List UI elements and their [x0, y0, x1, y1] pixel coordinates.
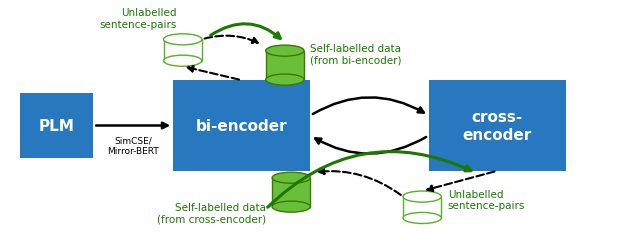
FancyBboxPatch shape [20, 93, 93, 159]
Polygon shape [403, 197, 442, 218]
Ellipse shape [403, 191, 442, 202]
Text: SimCSE/
Mirror-BERT: SimCSE/ Mirror-BERT [108, 136, 159, 155]
Text: bi-encoder: bi-encoder [196, 118, 287, 134]
Ellipse shape [164, 56, 202, 67]
Ellipse shape [403, 213, 442, 224]
Ellipse shape [266, 46, 304, 57]
Ellipse shape [266, 75, 304, 86]
Text: Unlabelled
sentence-pairs: Unlabelled sentence-pairs [99, 8, 176, 30]
Text: PLM: PLM [38, 118, 74, 134]
FancyBboxPatch shape [429, 81, 566, 171]
Polygon shape [164, 40, 202, 61]
Text: Self-labelled data
(from cross-encoder): Self-labelled data (from cross-encoder) [157, 202, 266, 223]
Polygon shape [266, 51, 304, 80]
Text: Unlabelled
sentence-pairs: Unlabelled sentence-pairs [448, 189, 525, 210]
Ellipse shape [272, 172, 310, 183]
FancyBboxPatch shape [173, 81, 310, 171]
Text: Self-labelled data
(from bi-encoder): Self-labelled data (from bi-encoder) [310, 43, 402, 65]
Polygon shape [272, 178, 310, 207]
Text: cross-
encoder: cross- encoder [463, 110, 532, 142]
Ellipse shape [164, 35, 202, 46]
Ellipse shape [272, 201, 310, 212]
